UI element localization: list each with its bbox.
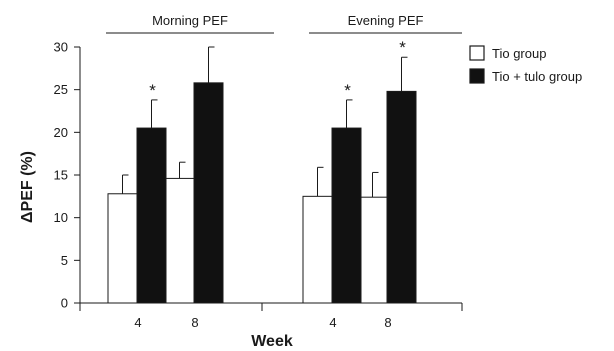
x-tick-label: 8: [384, 315, 391, 330]
legend-label: Tio group: [492, 46, 546, 61]
x-axis-title: Week: [251, 333, 293, 350]
error-bars: [122, 46, 408, 198]
y-tick-label: 25: [54, 82, 68, 97]
significance-markers: * * *: [149, 38, 406, 100]
legend-label: Tio + tulo group: [492, 69, 582, 84]
y-tick-label: 10: [54, 210, 68, 225]
legend-swatch: [469, 68, 485, 84]
y-tick-label: 15: [54, 168, 68, 183]
x-axis: 4 8 4 8: [79, 302, 463, 330]
bar-tio: [107, 193, 138, 304]
bars: [107, 82, 417, 304]
group-headers: Morning PEF Evening PEF: [106, 13, 462, 34]
bar-tio: [357, 196, 388, 304]
x-tick-label: 4: [134, 315, 141, 330]
y-tick-label: 20: [54, 125, 68, 140]
bar-tio-tulo: [193, 82, 224, 304]
y-tick-label: 0: [61, 296, 68, 311]
legend-swatch: [469, 45, 485, 61]
bar-tio-tulo: [136, 127, 167, 304]
x-tick-label: 8: [191, 315, 198, 330]
bar-tio-tulo: [331, 127, 362, 304]
significance-star: *: [399, 38, 406, 57]
significance-star: *: [149, 81, 156, 100]
y-tick-label: 5: [61, 253, 68, 268]
group-label: Evening PEF: [348, 13, 424, 28]
y-axis: 0 5 10 15 20 25 30: [54, 40, 81, 311]
legend: Tio group Tio + tulo group: [469, 45, 582, 84]
y-tick-label: 30: [54, 40, 68, 55]
bar-tio-tulo: [386, 90, 417, 304]
group-label: Morning PEF: [152, 13, 228, 28]
bar-tio: [164, 177, 195, 304]
bar-tio: [302, 195, 333, 304]
significance-star: *: [344, 81, 351, 100]
x-tick-label: 4: [329, 315, 336, 330]
y-axis-title: ΔPEF (%): [19, 151, 36, 223]
